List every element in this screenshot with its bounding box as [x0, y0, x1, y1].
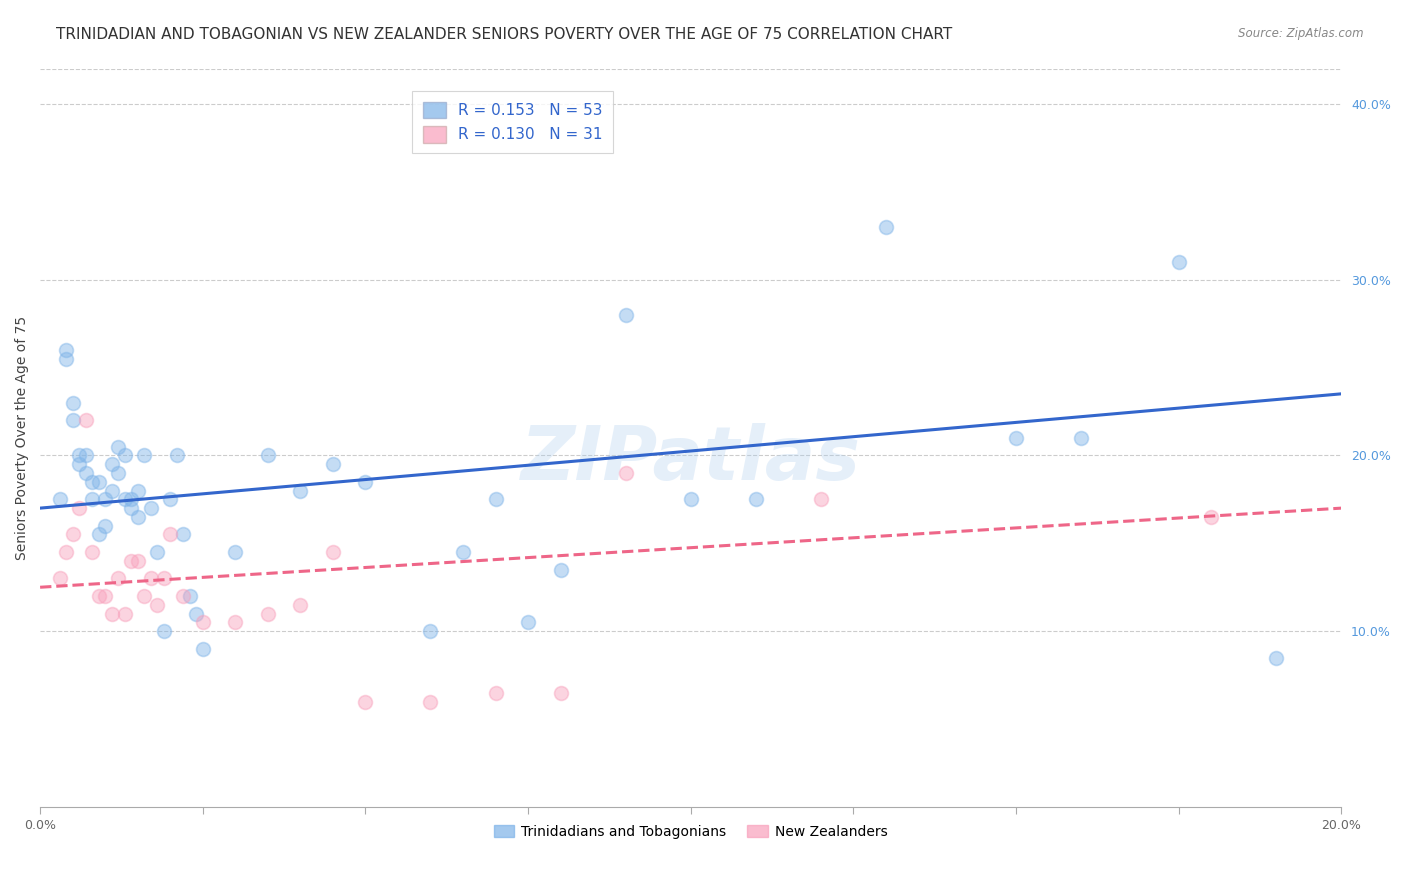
Point	[67, 501, 90, 516]
Point	[100, 457, 122, 471]
Point	[152, 571, 174, 585]
Point	[62, 527, 84, 541]
Point	[179, 589, 201, 603]
Point	[62, 413, 84, 427]
Point	[139, 571, 162, 585]
Text: Source: ZipAtlas.com: Source: ZipAtlas.com	[1239, 27, 1364, 40]
Point	[1201, 510, 1223, 524]
Point	[159, 492, 181, 507]
Point	[62, 395, 84, 409]
Point	[87, 589, 110, 603]
Point	[186, 607, 208, 621]
Point	[1265, 650, 1288, 665]
Point	[451, 545, 474, 559]
Text: ZIPatlas: ZIPatlas	[520, 424, 860, 497]
Point	[107, 466, 129, 480]
Point	[152, 624, 174, 639]
Point	[134, 589, 156, 603]
Point	[166, 449, 188, 463]
Point	[419, 694, 441, 708]
Point	[127, 554, 149, 568]
Point	[679, 492, 702, 507]
Point	[82, 492, 104, 507]
Point	[67, 457, 90, 471]
Point	[224, 615, 246, 630]
Point	[875, 219, 897, 234]
Point	[82, 475, 104, 489]
Point	[55, 343, 77, 357]
Point	[354, 694, 377, 708]
Point	[322, 545, 344, 559]
Point	[614, 466, 637, 480]
Point	[55, 351, 77, 366]
Point	[191, 615, 214, 630]
Point	[256, 449, 278, 463]
Point	[484, 686, 506, 700]
Point	[94, 589, 117, 603]
Point	[127, 510, 149, 524]
Point	[517, 615, 540, 630]
Legend: Trinidadians and Tobagonians, New Zealanders: Trinidadians and Tobagonians, New Zealan…	[488, 820, 893, 845]
Point	[120, 492, 142, 507]
Point	[100, 483, 122, 498]
Point	[100, 607, 122, 621]
Point	[107, 571, 129, 585]
Point	[48, 492, 70, 507]
Point	[82, 545, 104, 559]
Point	[134, 449, 156, 463]
Point	[146, 598, 169, 612]
Point	[256, 607, 278, 621]
Point	[107, 440, 129, 454]
Point	[114, 492, 136, 507]
Point	[139, 501, 162, 516]
Point	[224, 545, 246, 559]
Point	[87, 475, 110, 489]
Point	[67, 449, 90, 463]
Point	[1070, 431, 1092, 445]
Point	[484, 492, 506, 507]
Point	[55, 545, 77, 559]
Point	[172, 589, 194, 603]
Point	[550, 686, 572, 700]
Point	[614, 308, 637, 322]
Text: TRINIDADIAN AND TOBAGONIAN VS NEW ZEALANDER SENIORS POVERTY OVER THE AGE OF 75 C: TRINIDADIAN AND TOBAGONIAN VS NEW ZEALAN…	[56, 27, 952, 42]
Point	[94, 492, 117, 507]
Point	[172, 527, 194, 541]
Point	[191, 641, 214, 656]
Point	[146, 545, 169, 559]
Point	[159, 527, 181, 541]
Point	[75, 449, 97, 463]
Point	[114, 607, 136, 621]
Point	[1005, 431, 1028, 445]
Point	[354, 475, 377, 489]
Point	[419, 624, 441, 639]
Y-axis label: Seniors Poverty Over the Age of 75: Seniors Poverty Over the Age of 75	[15, 316, 30, 560]
Point	[120, 554, 142, 568]
Point	[114, 449, 136, 463]
Point	[290, 598, 312, 612]
Point	[87, 527, 110, 541]
Point	[745, 492, 768, 507]
Point	[1167, 255, 1189, 269]
Point	[75, 413, 97, 427]
Point	[94, 518, 117, 533]
Point	[75, 466, 97, 480]
Point	[322, 457, 344, 471]
Point	[550, 563, 572, 577]
Point	[810, 492, 832, 507]
Point	[127, 483, 149, 498]
Point	[120, 501, 142, 516]
Point	[290, 483, 312, 498]
Point	[48, 571, 70, 585]
